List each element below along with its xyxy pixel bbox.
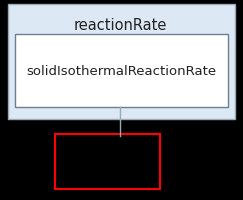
Bar <box>55 134 160 189</box>
Bar <box>8 5 235 119</box>
Text: reactionRate: reactionRate <box>73 18 167 33</box>
Bar <box>15 35 228 107</box>
Text: solidIsothermalReactionRate: solidIsothermalReactionRate <box>26 65 216 78</box>
